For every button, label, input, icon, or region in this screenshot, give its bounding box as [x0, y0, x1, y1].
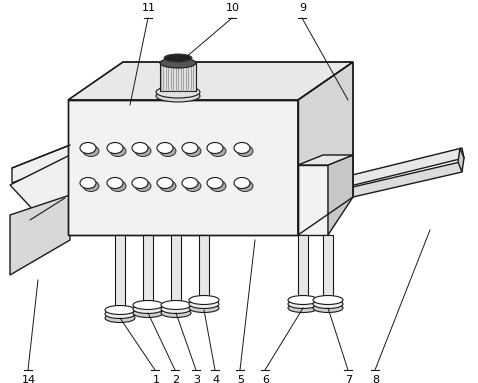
Ellipse shape: [110, 146, 126, 157]
Ellipse shape: [189, 300, 219, 308]
Polygon shape: [68, 62, 353, 100]
Ellipse shape: [132, 142, 148, 154]
Ellipse shape: [80, 142, 96, 154]
Text: 4: 4: [212, 375, 219, 383]
Ellipse shape: [161, 308, 191, 318]
Text: 9: 9: [299, 3, 306, 13]
Polygon shape: [298, 235, 308, 300]
Polygon shape: [340, 148, 464, 188]
Polygon shape: [12, 145, 70, 183]
Polygon shape: [115, 235, 125, 310]
Text: 3: 3: [194, 375, 200, 383]
Ellipse shape: [185, 146, 201, 157]
Ellipse shape: [182, 177, 198, 188]
Text: 8: 8: [372, 375, 380, 383]
Ellipse shape: [105, 306, 135, 314]
Text: 14: 14: [22, 375, 36, 383]
Polygon shape: [458, 148, 464, 172]
Ellipse shape: [133, 308, 163, 318]
Ellipse shape: [210, 146, 226, 157]
Polygon shape: [199, 235, 209, 300]
Text: 5: 5: [238, 375, 245, 383]
Ellipse shape: [160, 58, 196, 68]
Polygon shape: [298, 165, 328, 235]
Ellipse shape: [237, 180, 253, 192]
Polygon shape: [143, 235, 153, 305]
Ellipse shape: [161, 301, 191, 309]
Text: 2: 2: [173, 375, 180, 383]
Ellipse shape: [132, 177, 148, 188]
Ellipse shape: [135, 180, 151, 192]
Ellipse shape: [189, 303, 219, 313]
Ellipse shape: [105, 309, 135, 319]
Polygon shape: [171, 235, 181, 305]
Polygon shape: [298, 62, 353, 235]
Polygon shape: [10, 195, 70, 275]
Ellipse shape: [189, 296, 219, 304]
Ellipse shape: [107, 142, 123, 154]
Ellipse shape: [157, 142, 173, 154]
Text: 1: 1: [152, 375, 160, 383]
Ellipse shape: [83, 180, 99, 192]
Ellipse shape: [210, 180, 226, 192]
Text: 10: 10: [226, 3, 240, 13]
Ellipse shape: [160, 180, 176, 192]
Polygon shape: [323, 235, 333, 300]
Ellipse shape: [161, 304, 191, 314]
Ellipse shape: [160, 146, 176, 157]
Ellipse shape: [182, 142, 198, 154]
Ellipse shape: [207, 142, 223, 154]
Ellipse shape: [185, 180, 201, 192]
Ellipse shape: [207, 177, 223, 188]
Ellipse shape: [313, 296, 343, 304]
Polygon shape: [328, 155, 353, 235]
Text: 6: 6: [262, 375, 270, 383]
Text: 11: 11: [142, 3, 156, 13]
Polygon shape: [340, 162, 462, 200]
Polygon shape: [68, 100, 298, 235]
Ellipse shape: [156, 86, 200, 98]
Ellipse shape: [288, 296, 318, 304]
Ellipse shape: [80, 177, 96, 188]
Polygon shape: [10, 155, 70, 215]
Ellipse shape: [313, 300, 343, 308]
Polygon shape: [160, 63, 196, 91]
Ellipse shape: [234, 177, 250, 188]
Ellipse shape: [110, 180, 126, 192]
Ellipse shape: [164, 54, 192, 62]
Polygon shape: [298, 155, 353, 165]
Ellipse shape: [135, 146, 151, 157]
Ellipse shape: [157, 177, 173, 188]
Ellipse shape: [133, 301, 163, 309]
Ellipse shape: [156, 90, 200, 102]
Ellipse shape: [107, 177, 123, 188]
Text: 7: 7: [346, 375, 353, 383]
Ellipse shape: [83, 146, 99, 157]
Ellipse shape: [234, 142, 250, 154]
Ellipse shape: [288, 300, 318, 308]
Ellipse shape: [288, 303, 318, 313]
Ellipse shape: [105, 314, 135, 322]
Ellipse shape: [313, 303, 343, 313]
Ellipse shape: [237, 146, 253, 157]
Ellipse shape: [133, 304, 163, 314]
